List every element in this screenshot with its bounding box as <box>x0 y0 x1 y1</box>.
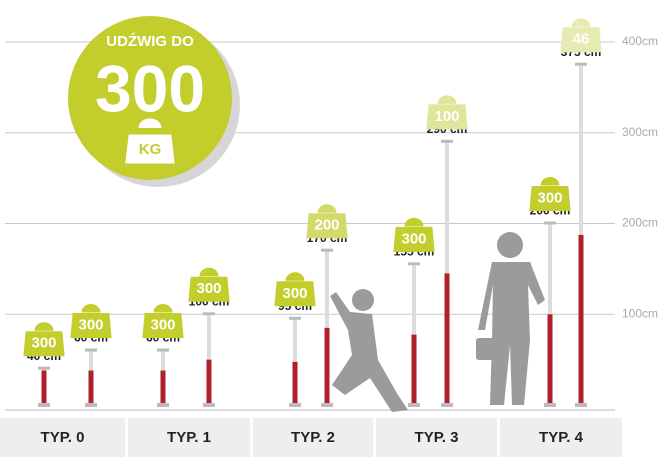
load-label: 300 <box>150 317 175 334</box>
load-label: 300 <box>78 317 103 334</box>
base-plate <box>575 403 587 407</box>
base-plate <box>157 403 169 407</box>
head-plate <box>289 316 301 320</box>
load-label: 46 <box>573 31 590 48</box>
load-weight <box>23 322 65 357</box>
type-label: TYP. 4 <box>539 429 584 446</box>
load-weight <box>142 304 184 339</box>
base-plate <box>408 403 420 407</box>
load-weight <box>274 272 316 307</box>
type-box <box>128 418 250 457</box>
base-plate <box>441 403 453 407</box>
head-plate <box>38 366 50 370</box>
base-plate <box>38 403 50 407</box>
load-label: 200 <box>314 217 339 234</box>
lower-tube <box>324 327 330 405</box>
base-plate <box>85 403 97 407</box>
load-weight <box>560 18 602 53</box>
base-plate <box>203 403 215 407</box>
head-plate <box>408 262 420 266</box>
badge-unit: KG <box>139 141 162 158</box>
lower-tube <box>41 370 47 405</box>
base-plate <box>544 403 556 407</box>
base-plate <box>289 403 301 407</box>
type-label: TYP. 0 <box>41 429 85 446</box>
head-plate <box>157 348 169 352</box>
lower-tube <box>88 370 94 405</box>
load-weight <box>529 177 571 211</box>
base-plate <box>321 403 333 407</box>
head-plate <box>321 248 333 252</box>
figures <box>330 232 545 412</box>
load-weight <box>426 95 468 130</box>
badge-value: 300 <box>95 51 205 125</box>
load-weight <box>393 217 435 252</box>
type-label: TYP. 1 <box>167 429 211 446</box>
y-tick-label: 400cm <box>622 34 658 48</box>
y-tick-label: 100cm <box>622 306 658 320</box>
head-plate <box>544 221 556 225</box>
load-label: 300 <box>31 335 56 352</box>
foreground: TYP. 040 cm30060 cm300TYP. 160 cm300100 … <box>0 18 622 457</box>
lower-tube <box>578 234 584 405</box>
head-plate <box>203 312 215 316</box>
lower-tube <box>411 334 417 405</box>
type-box <box>376 418 497 457</box>
load-weight <box>70 304 112 339</box>
type-box <box>500 418 622 457</box>
load-weight <box>188 267 230 302</box>
badge-line1: UDŹWIG DO <box>106 33 194 50</box>
type-label: TYP. 3 <box>415 429 459 446</box>
lower-tube <box>160 370 166 405</box>
big-badge: UDŹWIG DO 300 KG <box>68 16 240 187</box>
type-label: TYP. 2 <box>291 429 335 446</box>
y-tick-label: 200cm <box>622 216 658 230</box>
y-tick-label: 300cm <box>622 125 658 139</box>
lower-tube <box>206 359 212 405</box>
lower-tube <box>444 273 450 405</box>
type-box <box>253 418 373 457</box>
load-label: 300 <box>282 285 307 302</box>
head-plate <box>575 62 587 66</box>
head-plate <box>85 348 97 352</box>
lower-tube <box>547 314 553 405</box>
load-label: 300 <box>401 230 426 247</box>
load-label: 300 <box>196 280 221 297</box>
load-weight <box>306 204 348 239</box>
type-box <box>0 418 125 457</box>
head-plate <box>441 139 453 143</box>
lower-tube <box>292 361 298 405</box>
load-label: 300 <box>537 189 562 206</box>
load-label: 100 <box>434 108 459 125</box>
pole <box>445 141 449 405</box>
